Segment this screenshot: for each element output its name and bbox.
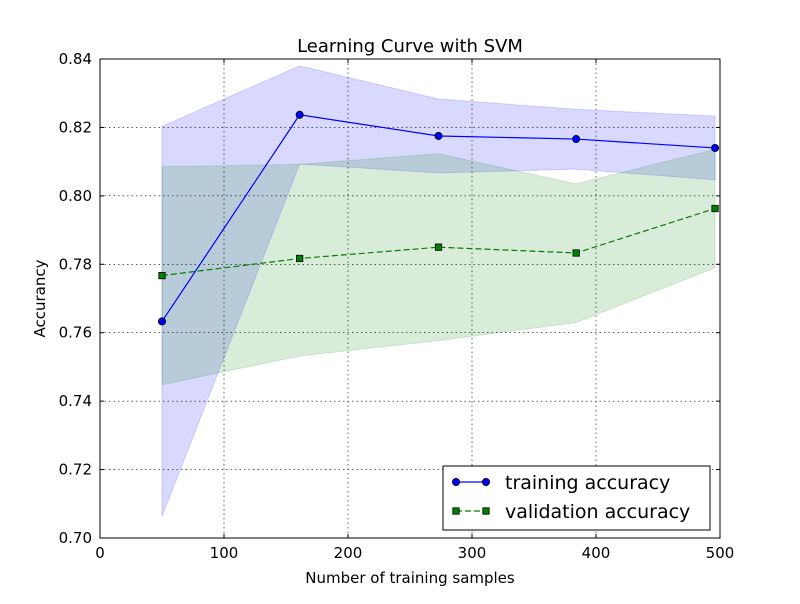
y-tick-label: 0.76: [59, 324, 92, 342]
tick-labels: 0 100 200 300 400 500 0.70 0.72 0.74 0.76 0.78 0.80…: [59, 50, 735, 562]
y-tick-label: 0.72: [59, 461, 92, 479]
legend-marker-validation-accuracy: [482, 507, 490, 515]
data-point-validation-accuracy: [572, 249, 580, 257]
data-point-training-accuracy: [711, 143, 720, 152]
y-tick-label: 0.70: [59, 529, 92, 547]
legend-box: [442, 465, 711, 531]
axis-ticks: [99, 58, 721, 539]
data-point-validation-accuracy: [711, 204, 719, 213]
legend-marker-training-accuracy: [481, 477, 490, 486]
confidence-band-validation-accuracy: [161, 148, 716, 386]
series-line-validation-accuracy: [161, 207, 716, 277]
x-tick-label: 100: [210, 544, 239, 562]
grid-lines: [100, 59, 720, 538]
data-point-training-accuracy: [434, 131, 443, 140]
y-tick-label: 0.78: [59, 255, 92, 273]
legend-marker-training-accuracy: [451, 477, 460, 486]
data-point-validation-accuracy: [296, 254, 304, 263]
legend-label-training-accuracy: training accuracy: [505, 472, 670, 494]
legend-marker-validation-accuracy: [452, 507, 460, 515]
y-tick-label: 0.80: [59, 187, 92, 205]
x-tick-label: 400: [582, 544, 611, 562]
x-tick-label: 0: [95, 544, 105, 562]
x-tick-label: 200: [334, 544, 363, 562]
chart-title: Learning Curve with SVM: [297, 36, 523, 57]
data-point-validation-accuracy: [158, 271, 166, 280]
confidence-band-training-accuracy: [161, 65, 716, 517]
legend: training accuracy validation accuracy: [442, 465, 711, 531]
y-tick-label: 0.82: [59, 118, 92, 136]
x-axis-label: Number of training samples: [305, 569, 515, 587]
confidence-bands: [161, 65, 716, 517]
data-point-training-accuracy: [572, 135, 581, 144]
x-tick-label: 300: [458, 544, 487, 562]
legend-label-validation-accuracy: validation accuracy: [505, 501, 690, 523]
plot-frame: [99, 58, 721, 539]
series-points: [157, 110, 720, 326]
data-point-training-accuracy: [295, 110, 304, 119]
data-point-training-accuracy: [157, 317, 166, 326]
y-axis-label: Accurancy: [31, 259, 49, 337]
data-point-validation-accuracy: [434, 243, 443, 251]
y-tick-label: 0.84: [59, 50, 92, 68]
y-tick-label: 0.74: [59, 392, 92, 410]
x-tick-label: 500: [706, 544, 735, 562]
